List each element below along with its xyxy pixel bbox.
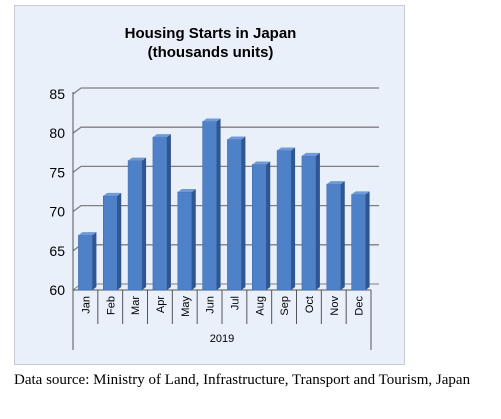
bar-top — [301, 152, 320, 156]
bars — [78, 118, 370, 291]
bar-side — [291, 147, 296, 290]
bar-top — [202, 118, 221, 122]
bar — [177, 191, 192, 291]
bar — [351, 194, 366, 291]
bar-side — [216, 118, 221, 290]
x-tick-label: Jan — [80, 296, 92, 314]
x-tick-label: Jul — [229, 296, 241, 310]
chart-title-line-2: (thousands units) — [147, 44, 274, 61]
bar-top — [152, 134, 171, 138]
bar-side — [92, 232, 97, 290]
bar-side — [340, 181, 345, 290]
bar-side — [142, 157, 147, 290]
bar-side — [241, 136, 246, 290]
bar — [276, 150, 292, 291]
x-tick-label: Nov — [329, 296, 341, 316]
bar-top — [177, 189, 196, 192]
y-tick-label: 80 — [49, 125, 65, 141]
data-source-note: Data source: Ministry of Land, Infrastru… — [14, 372, 471, 388]
bar-top — [326, 181, 345, 185]
x-tick-label: Mar — [130, 296, 142, 315]
bar-side — [315, 152, 320, 290]
chart-title: Housing Starts in Japan (thousands units… — [15, 24, 406, 62]
x-tick-label: May — [180, 296, 192, 317]
x-tick-label: Jun — [205, 296, 217, 314]
bar-top — [103, 192, 122, 196]
y-tick-label: 60 — [49, 282, 65, 298]
bar-top — [128, 157, 147, 161]
x-tick-label: Sep — [279, 296, 291, 316]
bar — [326, 183, 341, 291]
bar — [252, 164, 267, 291]
chart-title-line-1: Housing Starts in Japan — [124, 25, 297, 42]
bar-top — [78, 232, 97, 236]
x-tick-label: Oct — [304, 296, 316, 313]
chart-frame: 60 65 70 75 80 85 Jan Feb Mar Apr May Jun Jul Aug Sep… — [14, 5, 405, 365]
y-tick-label: 65 — [49, 243, 65, 259]
bar — [301, 155, 317, 291]
y-axis-ticks: 60 65 70 75 80 85 — [49, 86, 65, 298]
bar-side — [166, 134, 171, 290]
grid-line — [72, 165, 379, 173]
bar-top — [277, 147, 296, 151]
grid-line — [72, 87, 379, 95]
y-tick-label: 85 — [49, 86, 65, 102]
bar-side — [117, 192, 122, 290]
x-tick-label: Apr — [155, 296, 167, 313]
bar-top — [227, 136, 246, 140]
bar — [127, 160, 143, 291]
x-group-label: 2019 — [210, 333, 234, 345]
x-tick-label: Dec — [354, 296, 366, 316]
bar — [152, 136, 168, 291]
bar-side — [365, 191, 370, 290]
bar-chart: 60 65 70 75 80 85 Jan Feb Mar Apr May Jun Jul Aug Sep… — [49, 86, 379, 350]
bar — [227, 139, 242, 291]
bar-top — [252, 161, 271, 165]
y-tick-label: 75 — [49, 164, 65, 180]
bar-side — [191, 189, 196, 290]
x-axis-ticks: Jan Feb Mar Apr May Jun Jul Aug Sep Oct Nov Dec 2019 — [72, 290, 372, 350]
bar — [202, 121, 217, 291]
bar-side — [266, 161, 271, 290]
y-tick-label: 70 — [49, 204, 65, 220]
grid-line — [72, 126, 379, 134]
bar-top — [351, 191, 370, 195]
bar — [103, 195, 118, 291]
x-tick-label: Feb — [105, 296, 117, 315]
bar — [78, 234, 93, 291]
x-tick-label: Aug — [254, 296, 266, 316]
